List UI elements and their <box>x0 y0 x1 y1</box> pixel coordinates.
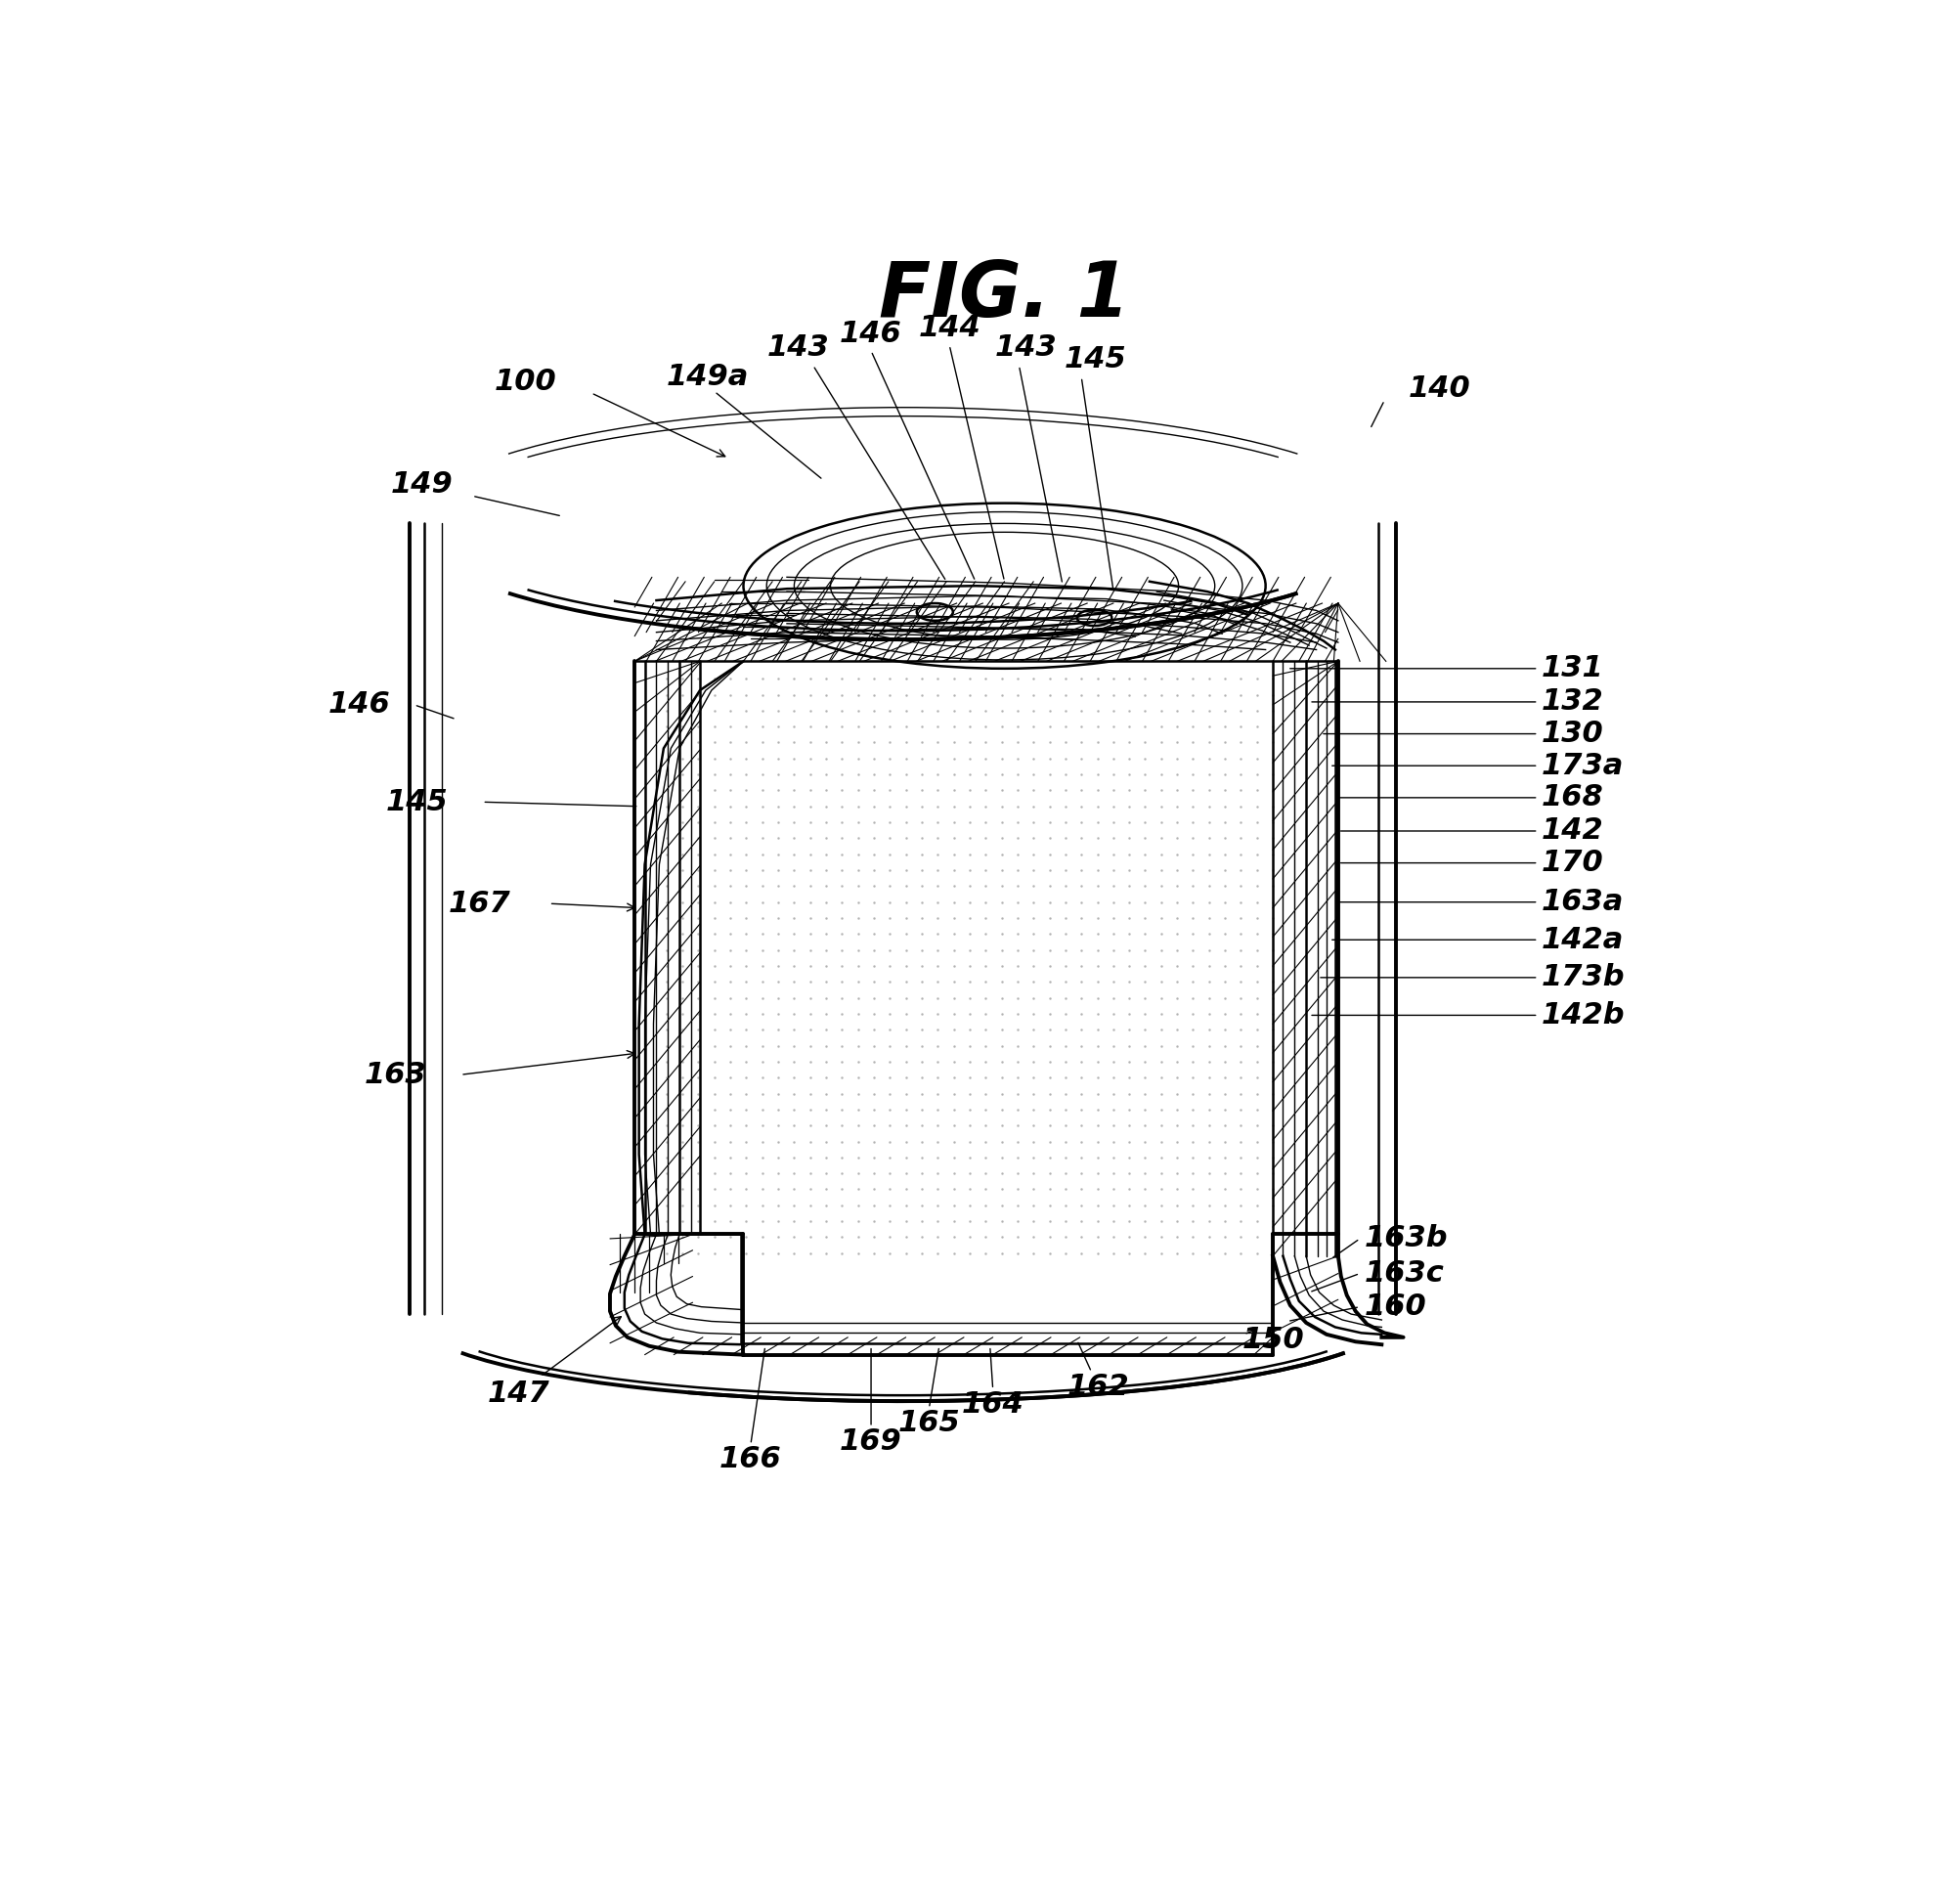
Text: 145: 145 <box>386 788 449 816</box>
Text: 140: 140 <box>1409 375 1470 403</box>
Text: 160: 160 <box>1364 1292 1427 1321</box>
Text: 150: 150 <box>1243 1326 1303 1355</box>
Text: 162: 162 <box>1068 1372 1131 1402</box>
Text: 173a: 173a <box>1541 752 1623 780</box>
Text: 144: 144 <box>917 313 980 341</box>
Text: 167: 167 <box>449 889 512 918</box>
Text: 163a: 163a <box>1541 887 1623 916</box>
Text: 170: 170 <box>1541 850 1603 878</box>
Text: 131: 131 <box>1541 654 1603 682</box>
Text: 147: 147 <box>488 1379 549 1407</box>
Text: 142b: 142b <box>1541 1000 1625 1029</box>
Text: 130: 130 <box>1541 720 1603 748</box>
Text: 168: 168 <box>1541 784 1603 812</box>
Text: 169: 169 <box>841 1428 902 1456</box>
Text: 146: 146 <box>327 691 390 720</box>
Text: 163b: 163b <box>1364 1225 1448 1253</box>
Text: 145: 145 <box>1064 345 1127 373</box>
Text: 100: 100 <box>494 367 557 396</box>
Text: FIG. 1: FIG. 1 <box>880 258 1129 332</box>
Text: 149: 149 <box>390 471 453 499</box>
Text: 132: 132 <box>1541 688 1603 716</box>
Text: 143: 143 <box>996 333 1056 362</box>
Text: 164: 164 <box>962 1390 1023 1419</box>
Text: 146: 146 <box>841 318 902 349</box>
Text: 166: 166 <box>719 1445 782 1473</box>
Text: 173b: 173b <box>1541 963 1625 991</box>
Text: 142: 142 <box>1541 818 1603 846</box>
Text: 149a: 149a <box>666 364 749 392</box>
Text: 165: 165 <box>898 1409 960 1437</box>
Text: 163c: 163c <box>1364 1259 1445 1287</box>
Text: 143: 143 <box>768 333 829 362</box>
Text: 163: 163 <box>365 1061 427 1089</box>
Text: 142a: 142a <box>1541 925 1623 953</box>
